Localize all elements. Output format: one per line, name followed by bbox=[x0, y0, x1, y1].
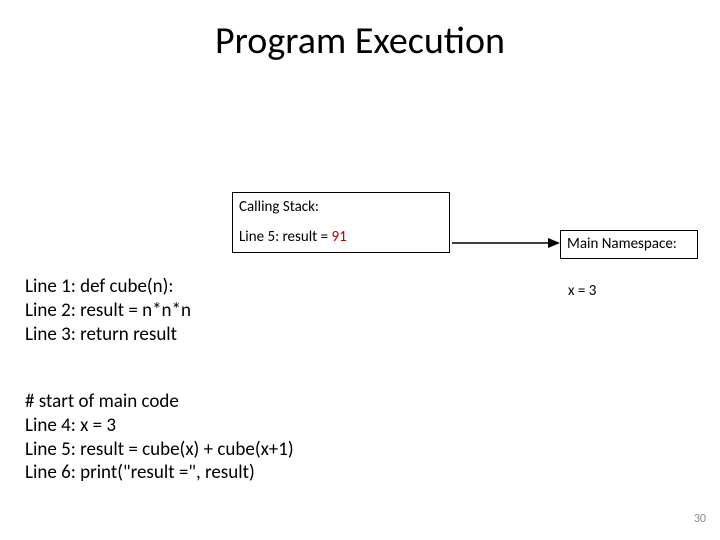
code-line: Line 4: x = 3 bbox=[25, 414, 294, 438]
namespace-variable: x = 3 bbox=[568, 282, 596, 300]
code-line: Line 2: result = n*n*n bbox=[25, 299, 191, 323]
stack-entry-prefix: Line 5: result = bbox=[239, 228, 331, 246]
main-namespace-box: Main Namespace: bbox=[560, 230, 698, 259]
calling-stack-box: Calling Stack: Line 5: result = 91 bbox=[232, 192, 450, 253]
code-line: Line 1: def cube(n): bbox=[25, 275, 191, 299]
calling-stack-entry: Line 5: result = 91 bbox=[233, 226, 449, 252]
calling-stack-header: Calling Stack: bbox=[233, 193, 449, 226]
page-number: 30 bbox=[694, 512, 706, 526]
code-block-function: Line 1: def cube(n): Line 2: result = n*… bbox=[25, 275, 191, 346]
code-comment: # start of main code bbox=[25, 390, 294, 414]
code-block-main: # start of main code Line 4: x = 3 Line … bbox=[25, 390, 294, 485]
arrow-icon bbox=[452, 237, 560, 249]
code-line: Line 3: return result bbox=[25, 323, 191, 347]
code-line: Line 6: print("result =", result) bbox=[25, 461, 294, 485]
code-line: Line 5: result = cube(x) + cube(x+1) bbox=[25, 438, 294, 462]
stack-entry-value: 91 bbox=[331, 228, 346, 246]
slide-title: Program Execution bbox=[0, 18, 720, 64]
